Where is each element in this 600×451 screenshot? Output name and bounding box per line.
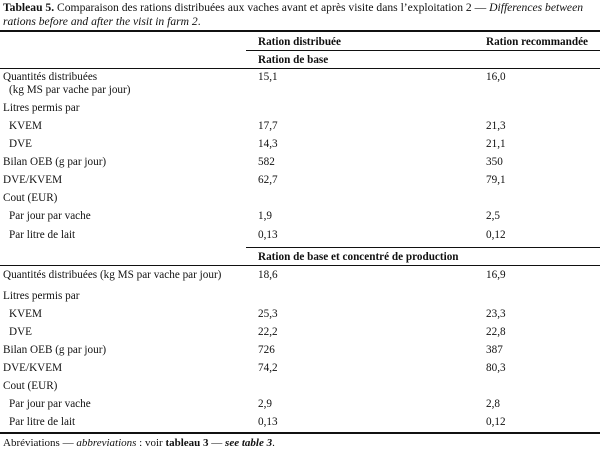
cell-recommended: 21,1 bbox=[486, 138, 506, 150]
section-title-concentrate: Ration de base et concentré de productio… bbox=[258, 251, 459, 263]
header-rule bbox=[246, 50, 600, 51]
bottom-rule bbox=[0, 432, 600, 434]
cell-recommended: 79,1 bbox=[486, 174, 506, 186]
cell-distributed: 18,6 bbox=[258, 269, 278, 281]
col-header-distributed: Ration distribuée bbox=[258, 36, 341, 48]
cell-distributed: 2,9 bbox=[258, 398, 272, 410]
row-label: KVEM bbox=[9, 308, 42, 320]
table-caption: Tableau 5. Comparaison des rations distr… bbox=[3, 1, 597, 29]
footnote: Abréviations — abbreviations : voir tabl… bbox=[3, 437, 275, 450]
row-label: Cout (EUR) bbox=[3, 192, 58, 204]
footnote-table-ref-en: see table 3 bbox=[225, 437, 273, 449]
row-label: KVEM bbox=[9, 120, 42, 132]
cell-distributed: 0,13 bbox=[258, 229, 278, 241]
row-label: Par litre de lait bbox=[9, 416, 76, 428]
cell-distributed: 17,7 bbox=[258, 120, 278, 132]
col-header-recommended: Ration recommandée bbox=[486, 36, 589, 48]
row-label: Quantités distribuées (kg MS par vache p… bbox=[3, 269, 222, 281]
row-label: Par litre de lait bbox=[9, 229, 76, 241]
cell-recommended: 2,8 bbox=[486, 398, 500, 410]
cell-recommended: 0,12 bbox=[486, 229, 506, 241]
row-label-sub: (kg MS par vache par jour) bbox=[9, 84, 131, 96]
row-label: Quantités distribuées bbox=[3, 71, 98, 83]
cell-distributed: 15,1 bbox=[258, 71, 278, 83]
row-label: DVE bbox=[9, 326, 32, 338]
row-label: Litres permis par bbox=[3, 290, 80, 302]
cell-distributed: 62,7 bbox=[258, 174, 278, 186]
cell-recommended: 387 bbox=[486, 344, 503, 356]
row-label: DVE/KVEM bbox=[3, 174, 63, 186]
cell-recommended: 22,8 bbox=[486, 326, 506, 338]
cell-recommended: 16,0 bbox=[486, 71, 506, 83]
cell-distributed: 0,13 bbox=[258, 416, 278, 428]
row-label: Litres permis par bbox=[3, 102, 80, 114]
cell-recommended: 80,3 bbox=[486, 362, 506, 374]
caption-label: Tableau 5. bbox=[3, 1, 55, 14]
row-label: Cout (EUR) bbox=[3, 380, 58, 392]
cell-distributed: 582 bbox=[258, 156, 275, 168]
cell-recommended: 16,9 bbox=[486, 269, 506, 281]
row-label: Bilan OEB (g par jour) bbox=[3, 156, 107, 168]
cell-recommended: 0,12 bbox=[486, 416, 506, 428]
cell-distributed: 1,9 bbox=[258, 210, 272, 222]
top-rule bbox=[0, 30, 600, 32]
cell-recommended: 23,3 bbox=[486, 308, 506, 320]
row-label: DVE bbox=[9, 138, 32, 150]
section-rule-upper bbox=[246, 247, 600, 248]
cell-distributed: 74,2 bbox=[258, 362, 278, 374]
footnote-text: — bbox=[208, 437, 226, 449]
cell-distributed: 14,3 bbox=[258, 138, 278, 150]
cell-recommended: 350 bbox=[486, 156, 503, 168]
cell-distributed: 22,2 bbox=[258, 326, 278, 338]
cell-recommended: 2,5 bbox=[486, 210, 500, 222]
footnote-text-en: abbreviations bbox=[76, 437, 137, 449]
cell-recommended: 21,3 bbox=[486, 120, 506, 132]
row-label: Bilan OEB (g par jour) bbox=[3, 344, 107, 356]
footnote-table-ref: tableau 3 bbox=[165, 437, 209, 449]
footnote-text: . bbox=[272, 437, 275, 449]
section-rule-base bbox=[0, 68, 600, 69]
row-label: Par jour par vache bbox=[9, 210, 91, 222]
caption-end: . bbox=[197, 15, 201, 28]
cell-distributed: 726 bbox=[258, 344, 275, 356]
cell-distributed: 25,3 bbox=[258, 308, 278, 320]
section-rule-concentrate bbox=[0, 265, 600, 266]
caption-text-fr: Comparaison des rations distribuées aux … bbox=[57, 1, 490, 14]
caption-text-en: Differences between rations before and a… bbox=[3, 1, 584, 28]
row-label: Par jour par vache bbox=[9, 398, 91, 410]
row-label: DVE/KVEM bbox=[3, 362, 63, 374]
footnote-text: : voir bbox=[136, 437, 166, 449]
footnote-text: Abréviations — bbox=[3, 437, 77, 449]
section-title-base: Ration de base bbox=[258, 54, 329, 66]
